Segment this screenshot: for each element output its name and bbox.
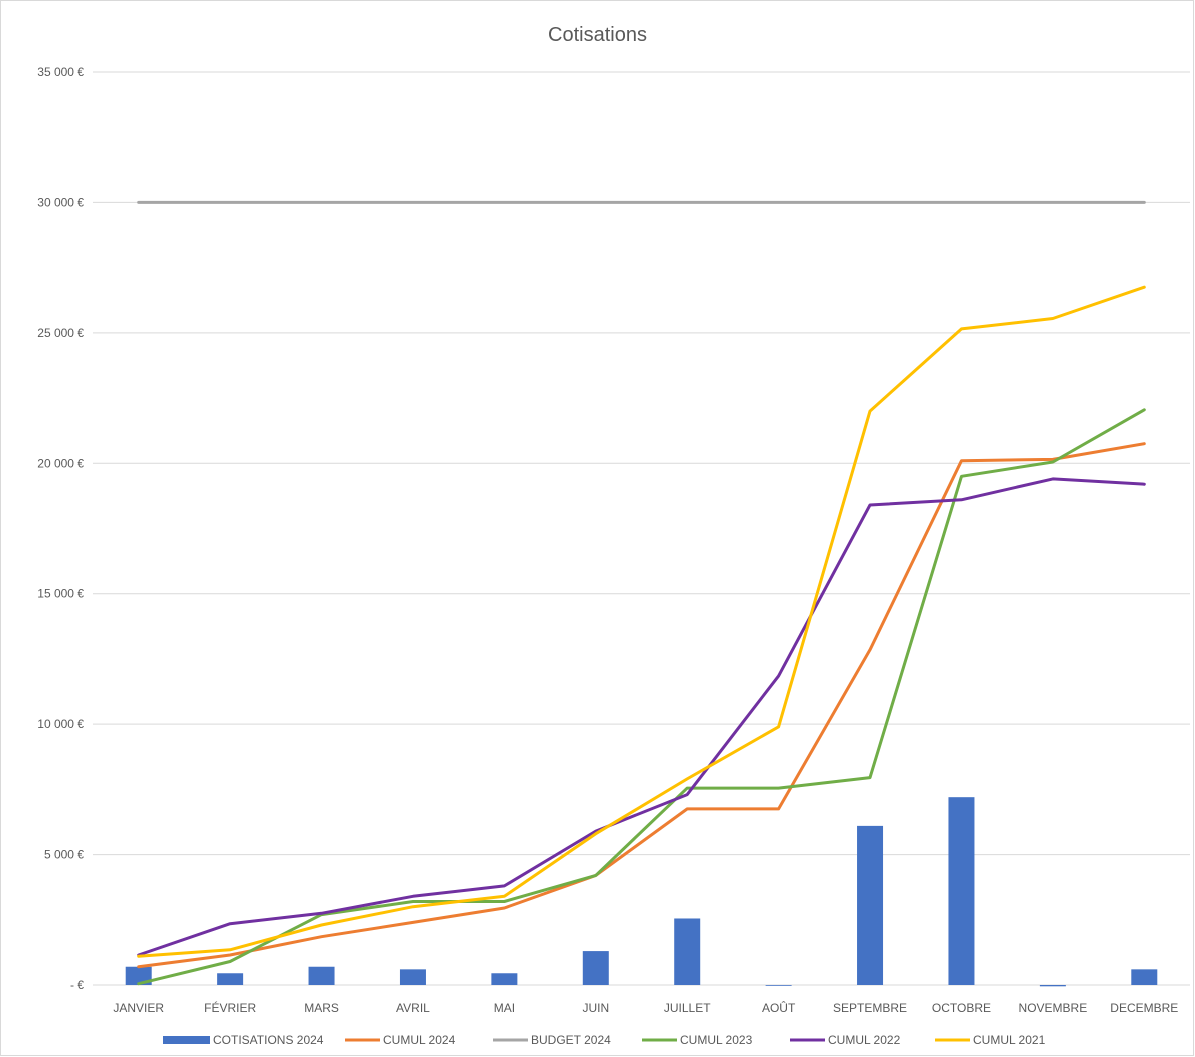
y-tick-label: 30 000 € bbox=[37, 195, 84, 209]
series-line bbox=[137, 285, 1146, 958]
bar bbox=[308, 966, 335, 985]
bar bbox=[857, 825, 884, 985]
series-line bbox=[137, 477, 1146, 957]
y-tick-label: 35 000 € bbox=[37, 65, 84, 79]
bar bbox=[948, 797, 975, 985]
x-tick-label: JUIN bbox=[582, 1001, 609, 1015]
x-tick-label: FÉVRIER bbox=[204, 1000, 256, 1015]
bar bbox=[1039, 985, 1066, 987]
bar bbox=[582, 951, 609, 985]
legend-label: CUMUL 2021 bbox=[973, 1033, 1046, 1047]
bar bbox=[674, 918, 701, 985]
bar bbox=[1131, 969, 1158, 985]
legend-label: CUMUL 2024 bbox=[383, 1033, 456, 1047]
x-tick-label: MARS bbox=[304, 1001, 339, 1015]
bar bbox=[765, 985, 792, 986]
legend-label: CUMUL 2023 bbox=[680, 1033, 753, 1047]
x-tick-label: SEPTEMBRE bbox=[833, 1001, 907, 1015]
legend-label: CUMUL 2022 bbox=[828, 1033, 901, 1047]
series-line bbox=[137, 442, 1146, 969]
x-tick-label: AOÛT bbox=[762, 1000, 796, 1015]
x-tick-label: MAI bbox=[494, 1001, 515, 1015]
series-line bbox=[137, 408, 1146, 986]
bar bbox=[491, 973, 518, 985]
x-tick-label: AVRIL bbox=[396, 1001, 430, 1015]
y-tick-label: - € bbox=[70, 978, 84, 992]
bar bbox=[125, 966, 152, 985]
y-tick-label: 5 000 € bbox=[44, 848, 84, 862]
y-tick-label: 20 000 € bbox=[37, 456, 84, 470]
x-tick-label: DECEMBRE bbox=[1110, 1001, 1178, 1015]
y-tick-label: 10 000 € bbox=[37, 717, 84, 731]
x-tick-label: JUILLET bbox=[664, 1001, 711, 1015]
x-tick-label: NOVEMBRE bbox=[1019, 1001, 1088, 1015]
bar bbox=[399, 969, 426, 985]
legend-label: BUDGET 2024 bbox=[531, 1033, 611, 1047]
legend-swatch bbox=[163, 1036, 210, 1044]
y-tick-label: 25 000 € bbox=[37, 326, 84, 340]
x-tick-label: JANVIER bbox=[113, 1001, 164, 1015]
legend-label: COTISATIONS 2024 bbox=[213, 1033, 324, 1047]
y-tick-label: 15 000 € bbox=[37, 587, 84, 601]
x-tick-label: OCTOBRE bbox=[932, 1001, 991, 1015]
bar bbox=[217, 973, 244, 985]
chart-title: Cotisations bbox=[548, 24, 647, 46]
